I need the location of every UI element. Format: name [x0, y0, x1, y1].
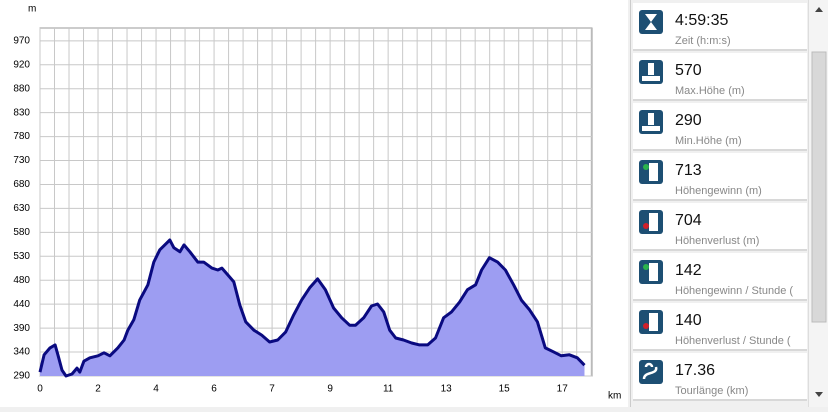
- stat-icon: [639, 360, 663, 384]
- y-tick-label: 730: [13, 155, 30, 166]
- stat-label: Min.Höhe (m): [675, 135, 742, 147]
- x-axis-label: km: [608, 391, 621, 402]
- stat-label: Max.Höhe (m): [675, 85, 745, 97]
- stat-label: Höhenverlust / Stunde (: [675, 335, 791, 347]
- stat-label: Höhengewinn / Stunde (: [675, 285, 794, 297]
- y-tick-label: 780: [13, 131, 30, 142]
- y-tick-label: 880: [13, 83, 30, 94]
- y-tick-label: 580: [13, 227, 30, 238]
- y-tick-label: 680: [13, 179, 30, 190]
- y-tick-label: 480: [13, 275, 30, 286]
- stat-value: 4:59:35: [675, 12, 729, 29]
- scroll-up-arrow: [815, 7, 823, 12]
- elevation-area: [40, 240, 585, 376]
- elevation-line: [38, 238, 586, 378]
- stat-item: 17.36 Tourlänge (km): [633, 353, 807, 401]
- x-tick-label: 6: [211, 384, 217, 395]
- stat-item: 713 Höhengewinn (m): [633, 153, 807, 201]
- stat-label: Zeit (h:m:s): [675, 35, 731, 47]
- stat-icon: [639, 160, 663, 184]
- scrollbar[interactable]: [808, 0, 828, 407]
- stat-value: 142: [675, 262, 702, 279]
- y-tick-label: 340: [13, 347, 30, 358]
- x-tick-label: 4: [153, 384, 159, 395]
- x-tick-label: 9: [327, 384, 333, 395]
- stat-item: 704 Höhenverlust (m): [633, 203, 807, 251]
- stat-icon: [639, 110, 663, 134]
- stat-icon: [639, 260, 663, 284]
- y-tick-label: 530: [13, 251, 30, 262]
- y-tick-label: 290: [13, 371, 30, 382]
- x-tick-label: 0: [37, 384, 43, 395]
- stat-item: 290 Min.Höhe (m): [633, 103, 807, 151]
- stats-panel: 4:59:35 Zeit (h:m:s) 570 Max.Höhe (m) 290 Min…: [630, 0, 809, 407]
- stat-value: 290: [675, 112, 702, 129]
- stat-icon: [639, 60, 663, 84]
- stat-item: 570 Max.Höhe (m): [633, 53, 807, 101]
- stat-item: 140 Höhenverlust / Stunde (: [633, 303, 807, 351]
- stat-value: 140: [675, 312, 702, 329]
- stat-value: 17.36: [675, 362, 716, 379]
- stat-item: 142 Höhengewinn / Stunde (: [633, 253, 807, 301]
- y-tick-label: 630: [13, 203, 30, 214]
- x-tick-label: 2: [95, 384, 101, 395]
- y-axis-label: m: [28, 4, 36, 15]
- stat-label: Höhengewinn (m): [675, 185, 762, 197]
- x-tick-label: 15: [499, 384, 511, 395]
- stat-label: Höhenverlust (m): [675, 235, 760, 247]
- scroll-down-arrow: [815, 392, 823, 397]
- x-tick-label: 11: [383, 384, 394, 395]
- x-tick-label: 7: [269, 384, 275, 395]
- stat-value: 713: [675, 162, 702, 179]
- x-tick-label: 17: [557, 384, 569, 395]
- elevation-chart: m km 29034039044048053058063068073078083…: [0, 0, 628, 407]
- stat-label: Tourlänge (km): [675, 385, 749, 397]
- stat-item: 4:59:35 Zeit (h:m:s): [633, 3, 807, 51]
- scrollbar-graphics: [811, 7, 827, 397]
- stat-value: 704: [675, 212, 702, 229]
- stat-icon: [639, 210, 663, 234]
- stat-icon: [639, 310, 663, 334]
- scroll-thumb: [811, 51, 827, 323]
- y-tick-label: 830: [13, 107, 30, 118]
- stat-value: 570: [675, 62, 702, 79]
- y-tick-label: 390: [13, 323, 30, 334]
- y-tick-label: 440: [13, 299, 30, 310]
- x-tick-label: 13: [441, 384, 453, 395]
- y-tick-label: 970: [13, 35, 30, 46]
- stat-icon: [639, 10, 663, 34]
- y-tick-label: 920: [13, 59, 30, 70]
